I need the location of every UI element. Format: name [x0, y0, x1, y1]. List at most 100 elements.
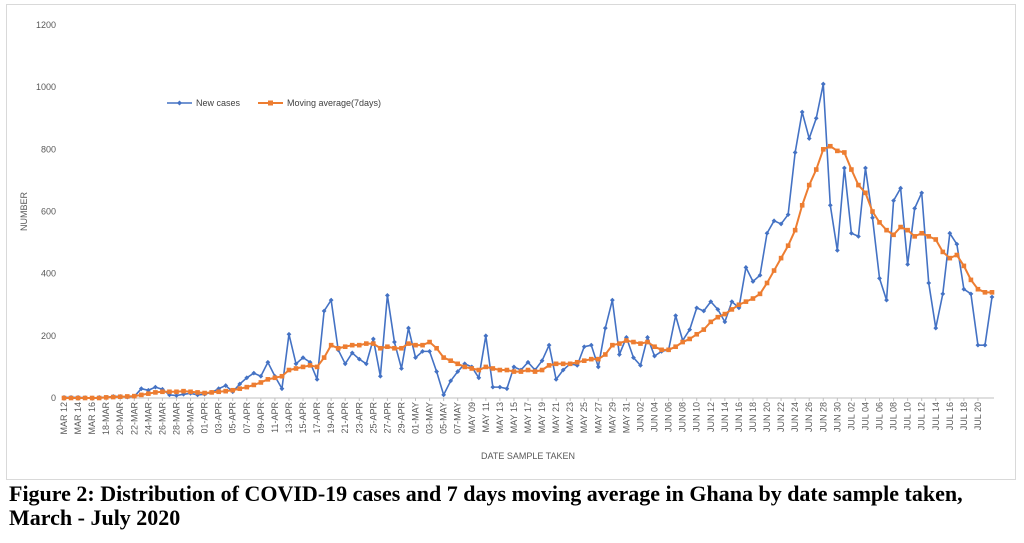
- new-cases-point: [511, 364, 517, 370]
- x-tick-label: JUN 22: [776, 402, 786, 432]
- y-tick-label: 1200: [36, 20, 56, 30]
- x-tick-labels: MAR 12 MAR 14 MAR 16 18-MAR 20-MAR 22-MAR 24-M…: [59, 398, 983, 435]
- moving-average-point: [75, 395, 81, 401]
- new-cases-point: [947, 230, 953, 236]
- new-cases-point: [792, 150, 798, 155]
- new-cases-point: [827, 202, 833, 208]
- moving-average-point: [441, 355, 446, 360]
- x-tick-label: MAY 11: [481, 402, 491, 433]
- new-cases-point: [905, 261, 911, 267]
- moving-average-point: [518, 369, 524, 374]
- moving-average-point: [659, 347, 664, 353]
- new-cases-point: [898, 185, 904, 191]
- line-chart: 0 200 400 600 800 1000 1200 MAR 12 MAR 14 MAR 16…: [19, 20, 995, 461]
- moving-average-point: [806, 182, 812, 188]
- new-cases-point: [722, 319, 728, 325]
- new-cases-point: [342, 361, 348, 367]
- x-tick-label: JUN 08: [678, 402, 688, 432]
- x-tick-label: JUL 02: [846, 402, 856, 430]
- x-tick-label: MAY 09: [467, 402, 477, 433]
- x-tick-label: 20-MAR: [115, 402, 125, 436]
- moving-average-point: [483, 364, 489, 370]
- new-cases-point: [975, 342, 981, 348]
- new-cases-point: [448, 378, 454, 384]
- moving-average-point: [146, 391, 151, 396]
- x-tick-label: 07-MAY: [453, 402, 463, 434]
- moving-average-point: [195, 390, 200, 395]
- moving-average-point: [968, 277, 974, 283]
- new-cases-point: [982, 342, 988, 348]
- moving-average-point: [870, 209, 875, 214]
- moving-average-point: [743, 299, 749, 304]
- moving-average-point: [645, 339, 650, 345]
- x-tick-label: MAY 25: [579, 402, 589, 433]
- x-tick-label: JUL 16: [945, 402, 955, 430]
- moving-average-point: [504, 367, 510, 373]
- new-cases-point: [778, 221, 784, 227]
- moving-average-point: [188, 389, 193, 395]
- moving-average-point: [237, 386, 243, 391]
- x-tick-label: 01-APR: [200, 402, 210, 434]
- moving-average-point: [139, 392, 144, 398]
- moving-average-point: [244, 384, 250, 390]
- x-tick-label: JUN 04: [650, 402, 660, 432]
- series-new-cases: [61, 81, 995, 401]
- moving-average-point: [539, 367, 545, 373]
- moving-average-point: [202, 390, 207, 396]
- new-cases-point: [848, 230, 854, 236]
- moving-average-point: [891, 232, 896, 238]
- moving-average-point: [293, 366, 299, 371]
- new-cases-point: [406, 325, 411, 331]
- x-tick-label: JUN 10: [692, 402, 702, 432]
- new-cases-point: [539, 358, 545, 364]
- x-tick-label: 05-MAY: [439, 402, 449, 434]
- moving-average-point: [117, 394, 123, 400]
- moving-average-point: [251, 382, 257, 388]
- moving-average-point: [181, 388, 186, 394]
- new-cases-point: [687, 327, 693, 333]
- x-tick-label: 30-MAR: [186, 402, 196, 436]
- new-cases-point: [645, 334, 650, 340]
- moving-average-point: [160, 389, 165, 395]
- new-cases-point: [701, 308, 707, 314]
- moving-average-point: [778, 255, 784, 261]
- x-tick-label: MAY 13: [495, 402, 505, 433]
- new-cases-point: [729, 299, 735, 305]
- moving-average-point: [307, 363, 313, 368]
- new-cases-point: [314, 376, 320, 382]
- y-tick-label: 600: [41, 207, 56, 217]
- moving-average-point: [736, 302, 742, 308]
- moving-average-point: [757, 291, 763, 297]
- x-tick-label: JUN 20: [762, 402, 772, 432]
- x-tick-label: 19-APR: [326, 402, 336, 434]
- new-cases-point: [455, 369, 461, 374]
- x-tick-label: 27-APR: [382, 402, 392, 434]
- moving-average-point: [490, 366, 496, 371]
- new-cases-point: [708, 299, 714, 305]
- new-cases-point: [546, 342, 552, 348]
- moving-average-point: [905, 227, 910, 233]
- new-cases-point: [841, 165, 847, 171]
- moving-average-point: [392, 345, 397, 351]
- new-cases-point: [167, 392, 172, 398]
- moving-average-point: [961, 263, 967, 269]
- moving-average-point: [919, 230, 924, 236]
- new-cases-point: [321, 308, 327, 314]
- x-tick-label: 03-APR: [214, 402, 224, 434]
- new-cases-point: [926, 280, 932, 286]
- moving-average-point: [371, 341, 376, 346]
- moving-average-point: [342, 344, 348, 350]
- moving-average-point: [954, 252, 960, 258]
- new-cases-point: [279, 386, 285, 392]
- moving-average-point: [828, 143, 833, 149]
- x-tick-label: MAY 15: [509, 402, 519, 433]
- figure-caption: Figure 2: Distribution of COVID-19 cases…: [9, 481, 963, 530]
- moving-average-point: [694, 331, 700, 337]
- new-cases-point: [138, 386, 144, 392]
- y-tick-label: 1000: [36, 82, 56, 92]
- new-cases-point: [384, 293, 390, 298]
- moving-average-point: [448, 358, 453, 363]
- moving-average-point: [167, 389, 172, 395]
- x-tick-label: MAY 19: [537, 402, 547, 433]
- moving-average-point: [265, 377, 271, 382]
